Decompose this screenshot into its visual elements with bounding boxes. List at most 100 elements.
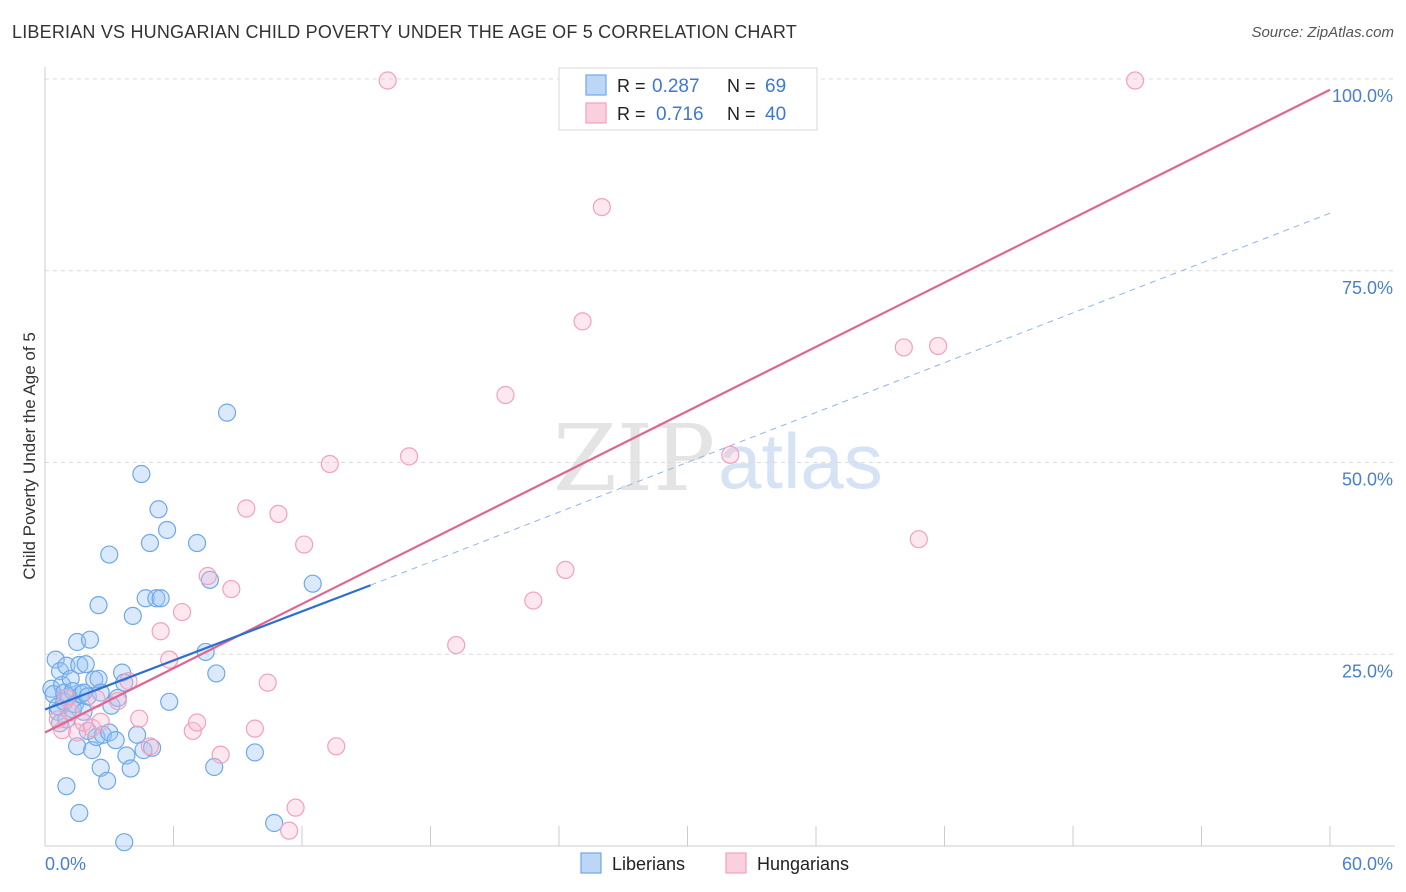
watermark-zip: ZIP: [553, 405, 715, 512]
hungarian-point: [556, 560, 575, 579]
liberian-point: [265, 813, 284, 833]
hungarian-point: [237, 499, 256, 518]
legend-n-label-1: N =: [727, 76, 756, 96]
legend-n-value-1: 69: [765, 76, 786, 97]
liberian-point: [80, 630, 100, 649]
hungarian-point: [909, 530, 928, 549]
hungarian-point: [320, 454, 339, 474]
hungarian-point: [140, 737, 160, 756]
y-tick-label: 50.0%: [1342, 470, 1393, 490]
legend-r-label-1: R =: [617, 76, 646, 96]
hungarian-point: [721, 445, 740, 464]
liberian-point: [149, 500, 168, 519]
liberian-point: [187, 533, 207, 553]
hungarian-point: [269, 504, 288, 523]
liberian-point: [46, 650, 65, 669]
liberians-trend-extension: [370, 212, 1331, 586]
liberian-point: [70, 655, 89, 675]
x-tick-label: 60.0%: [1342, 854, 1393, 874]
hungarian-point: [447, 635, 466, 655]
correlation-legend: R = 0.287 N = 69 R = 0.716 N = 40: [558, 67, 818, 131]
liberian-point: [98, 771, 117, 790]
trend-lines: [44, 88, 1331, 734]
y-tick-label: 25.0%: [1342, 661, 1393, 681]
liberian-point: [70, 803, 89, 823]
liberian-point: [147, 589, 166, 608]
liberian-point: [76, 655, 95, 674]
liberian-point: [207, 664, 226, 683]
hungarian-point: [573, 312, 592, 331]
hungarian-point: [211, 745, 230, 764]
liberian-point: [136, 589, 155, 608]
x-tick-labels: 0.0% 60.0%: [45, 854, 1393, 874]
hungarians-points: [48, 71, 1145, 840]
hungarian-point: [151, 622, 170, 641]
liberian-point: [303, 574, 322, 593]
hungarian-point: [183, 721, 202, 741]
hungarian-point: [894, 338, 913, 357]
liberian-point: [121, 759, 140, 778]
x-tick-label: 0.0%: [45, 854, 86, 874]
chart-title: LIBERIAN VS HUNGARIAN CHILD POVERTY UNDE…: [12, 22, 797, 42]
hungarian-point: [245, 719, 264, 738]
liberian-point: [245, 743, 264, 762]
hungarian-point: [280, 821, 299, 840]
legend-r-value-1: 0.287: [652, 76, 700, 97]
liberian-point: [100, 545, 119, 564]
liberian-point: [157, 520, 177, 540]
liberians-points: [42, 403, 322, 852]
legend-r-label-2: R =: [617, 104, 646, 124]
legend-n-value-2: 40: [765, 104, 786, 125]
hungarian-point: [198, 566, 217, 586]
hungarian-point: [327, 737, 346, 756]
hungarian-point: [928, 336, 948, 356]
y-axis-label: Child Poverty Under the Age of 5: [20, 332, 39, 580]
legend-bottom-swatch-liberians: [580, 852, 602, 874]
liberian-point: [106, 731, 125, 750]
hungarian-point: [91, 712, 110, 731]
hungarian-point: [286, 798, 305, 817]
source-label: Source: ZipAtlas.com: [1251, 24, 1394, 41]
series-legend: Liberians Hungarians: [580, 852, 849, 874]
legend-bottom-label-liberians: Liberians: [612, 854, 685, 874]
legend-r-value-2: 0.716: [656, 104, 704, 125]
hungarian-point: [1126, 71, 1145, 90]
liberian-point: [89, 669, 108, 688]
liberian-point: [127, 725, 147, 744]
hungarian-point: [187, 713, 207, 732]
liberian-point: [160, 692, 179, 711]
hungarian-point: [258, 673, 277, 692]
liberian-point: [123, 606, 142, 626]
watermark-atlas: atlas: [718, 417, 883, 505]
axes: [44, 67, 1395, 847]
liberian-point: [140, 533, 160, 553]
y-tick-label: 75.0%: [1342, 278, 1393, 298]
liberians-trend-line: [44, 584, 371, 711]
liberian-point: [115, 833, 134, 852]
grid-lines: [45, 78, 1395, 655]
hungarian-point: [295, 535, 314, 554]
liberian-point: [68, 737, 87, 756]
liberian-point: [57, 777, 76, 796]
hungarian-point: [222, 579, 241, 599]
hungarian-point: [592, 197, 611, 217]
liberian-point: [89, 596, 108, 615]
hungarian-point: [172, 602, 192, 622]
legend-n-label-2: N =: [727, 104, 756, 124]
hungarian-point: [524, 591, 543, 610]
hungarian-point: [399, 447, 419, 466]
y-tick-label: 100.0%: [1332, 86, 1393, 106]
liberian-point: [217, 403, 237, 422]
hungarian-point: [130, 709, 149, 728]
legend-bottom-swatch-hungarians: [725, 852, 747, 874]
legend-swatch-hungarians: [585, 102, 607, 124]
y-tick-labels: 25.0% 50.0% 75.0% 100.0%: [1332, 86, 1393, 681]
liberian-point: [151, 589, 170, 608]
liberian-point: [132, 464, 151, 484]
hungarians-trend-line: [44, 88, 1331, 734]
legend-bottom-label-hungarians: Hungarians: [757, 854, 849, 874]
hungarian-point: [496, 385, 515, 405]
legend-swatch-liberians: [585, 74, 607, 96]
hungarian-point: [378, 71, 397, 90]
